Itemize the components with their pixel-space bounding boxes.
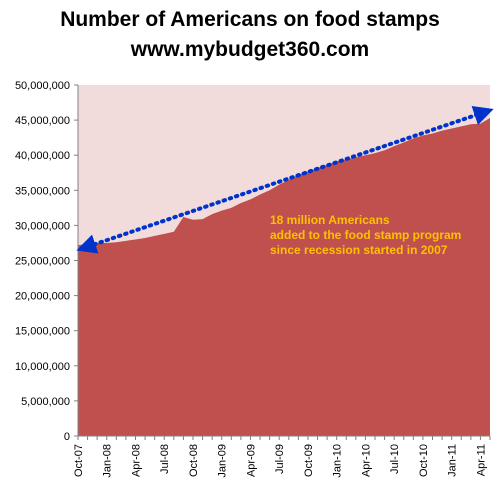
- x-tick-label: Jul-10: [389, 444, 401, 474]
- x-tick-label: Apr-09: [245, 444, 257, 477]
- x-tick-label: Jan-09: [217, 444, 229, 478]
- y-tick-label: 10,000,000: [15, 361, 70, 373]
- chart-subtitle: www.mybudget360.com: [130, 38, 370, 61]
- chart-title: Number of Americans on food stamps: [60, 8, 440, 31]
- x-tick-label: Apr-10: [360, 444, 372, 477]
- y-tick-label: 30,000,000: [15, 220, 70, 232]
- y-tick-label: 35,000,000: [15, 185, 70, 197]
- x-tick-label: Jan-11: [447, 444, 459, 477]
- annotation-line: added to the food stamp program: [270, 228, 461, 242]
- x-tick-label: Jul-09: [274, 444, 286, 474]
- y-tick-label: 20,000,000: [15, 291, 70, 303]
- annotation-line: since recession started in 2007: [270, 243, 448, 257]
- y-tick-label: 25,000,000: [15, 256, 70, 268]
- x-tick-label: Oct-10: [418, 444, 430, 477]
- x-tick-label: Oct-09: [303, 444, 315, 477]
- annotation-line: 18 million Americans: [270, 213, 390, 227]
- y-tick-label: 45,000,000: [15, 115, 70, 127]
- y-tick-label: 40,000,000: [15, 150, 70, 162]
- trend-arrow: [76, 105, 494, 254]
- x-tick-label: Jan-10: [332, 444, 344, 478]
- x-tick-label: Apr-08: [130, 444, 142, 477]
- y-tick-label: 50,000,000: [15, 80, 70, 92]
- y-tick-label: 5,000,000: [21, 396, 70, 408]
- y-tick-label: 0: [64, 431, 70, 443]
- x-tick-label: Jan-08: [102, 444, 114, 478]
- y-tick-label: 15,000,000: [15, 326, 70, 338]
- x-tick-label: Jul-08: [159, 444, 171, 474]
- x-tick-label: Oct-08: [188, 444, 200, 477]
- x-tick-label: Apr-11: [475, 444, 487, 476]
- x-tick-label: Oct-07: [73, 444, 85, 477]
